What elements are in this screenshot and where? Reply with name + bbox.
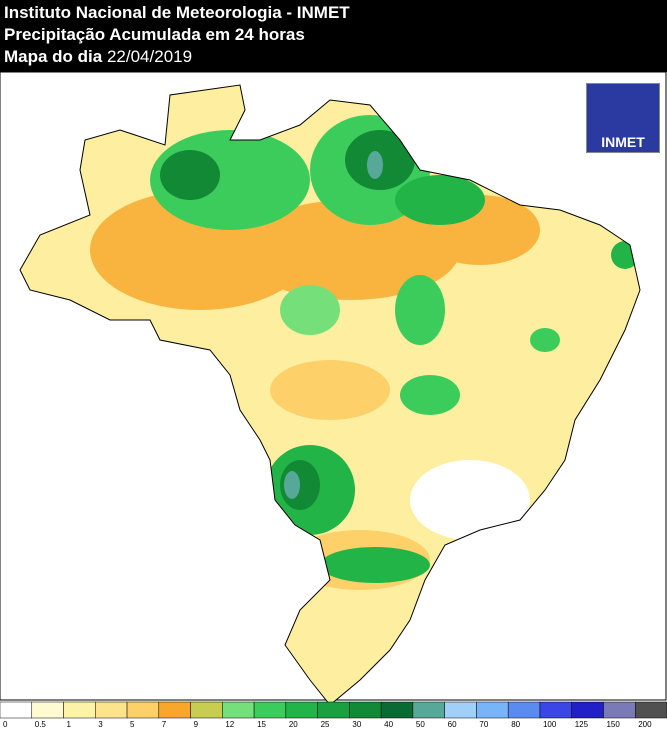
legend-label: 12: [225, 720, 234, 729]
legend-swatch: [95, 701, 128, 719]
header: Instituto Nacional de Meteorologia - INM…: [0, 0, 667, 72]
legend-label: 15: [257, 720, 266, 729]
legend-swatch: [380, 701, 414, 719]
title: Instituto Nacional de Meteorologia - INM…: [4, 3, 350, 22]
legend-swatch: [634, 701, 667, 719]
legend-label: 40: [384, 720, 393, 729]
legend-swatch: [158, 701, 191, 719]
legend-label: 200: [638, 720, 652, 729]
legend-swatch: [571, 701, 604, 719]
legend-label: 20: [289, 720, 298, 729]
legend-label: 25: [321, 720, 330, 729]
legend-swatch: [476, 701, 509, 719]
legend-label: 1: [67, 720, 72, 729]
legend-label: 50: [416, 720, 425, 729]
legend-swatch: [285, 701, 318, 719]
legend-label: 7: [162, 720, 167, 729]
legend-label: 60: [448, 720, 457, 729]
legend-swatch: [0, 701, 33, 719]
legend-swatch: [126, 701, 160, 719]
legend-label: 150: [606, 720, 620, 729]
logo: INMET: [586, 83, 660, 153]
legend-swatch: [317, 701, 350, 719]
date-line: Mapa do dia 22/04/2019: [4, 46, 663, 68]
legend-swatch: [444, 701, 477, 719]
legend-label: 80: [511, 720, 520, 729]
logo-text: INMET: [601, 134, 645, 150]
rain-field: [20, 85, 640, 705]
subtitle: Precipitação Acumulada em 24 horas: [4, 25, 305, 44]
legend-swatch: [63, 701, 96, 719]
legend-label: 125: [575, 720, 589, 729]
legend-label: 0: [3, 720, 8, 729]
legend-label: 9: [194, 720, 199, 729]
legend: 0 0.5 1 3 5 7 9 12 15 20 25 30 40 50 60 70 80 100 125 150 20…: [0, 701, 667, 729]
legend-label: 30: [352, 720, 361, 729]
legend-swatch: [603, 701, 636, 719]
legend-swatch: [222, 701, 255, 719]
date-label: Mapa do dia: [4, 47, 103, 66]
legend-label: 3: [98, 720, 103, 729]
legend-swatch: [253, 701, 287, 719]
legend-swatch: [412, 701, 445, 719]
legend-swatch: [507, 701, 541, 719]
legend-swatch: [31, 701, 64, 719]
legend-swatch: [349, 701, 382, 719]
legend-label: 5: [130, 720, 135, 729]
legend-label: 100: [543, 720, 557, 729]
legend-swatch: [190, 701, 223, 719]
legend-label: 0.5: [35, 720, 47, 729]
legend-label: 70: [479, 720, 488, 729]
legend-swatch: [539, 701, 572, 719]
date: 22/04/2019: [106, 47, 193, 66]
